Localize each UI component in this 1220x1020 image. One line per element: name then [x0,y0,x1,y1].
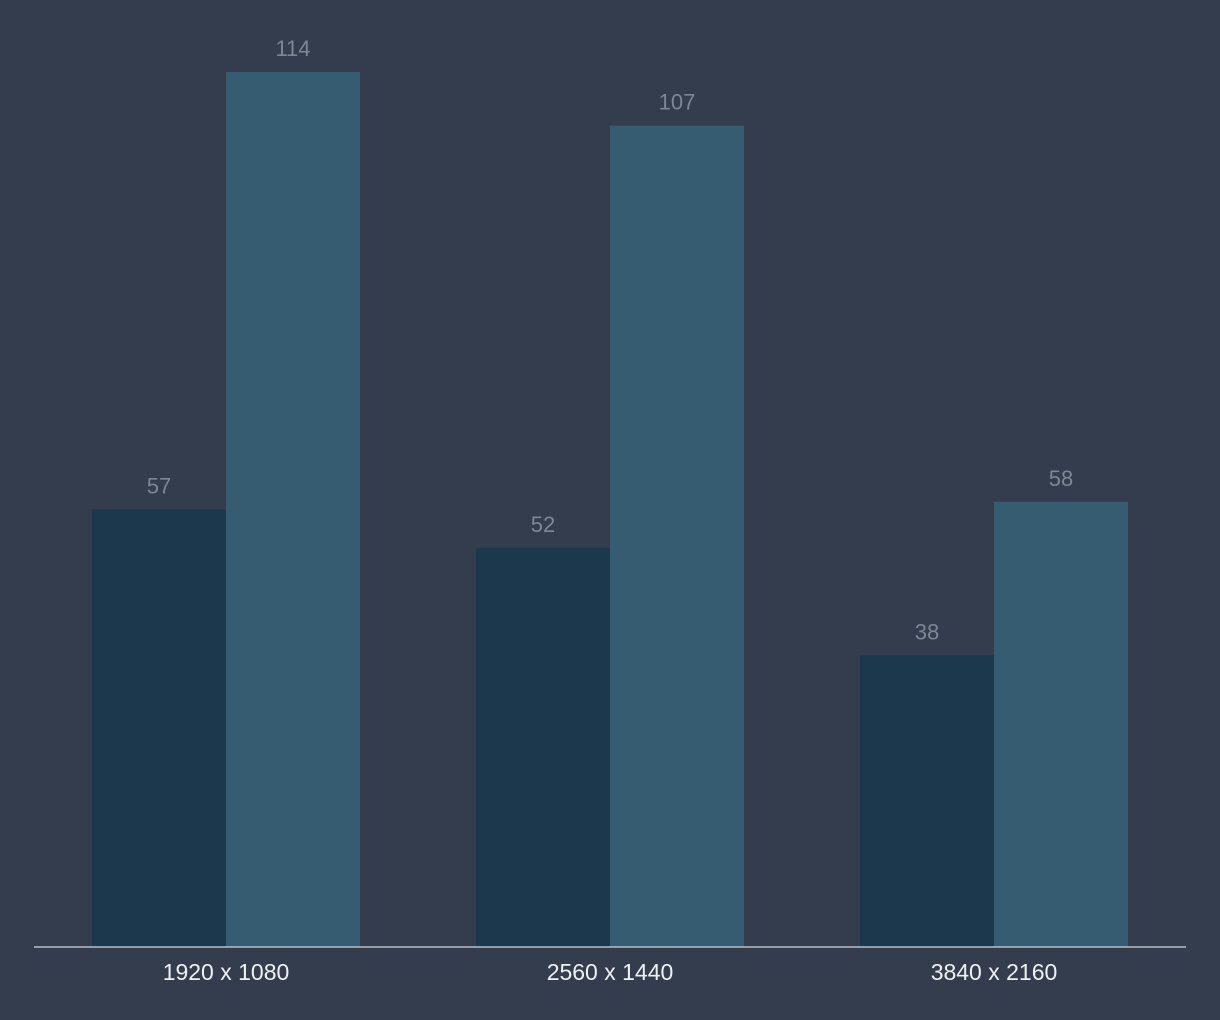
bar-2-series-0 [860,655,994,947]
bar-0-series-0 [92,509,226,947]
bar-1-series-0 [476,547,610,947]
value-labels-layer: 57 114 52 107 38 58 [147,36,1073,644]
bar-2-series-1 [994,501,1128,947]
data-label-1-series-1: 107 [659,90,696,115]
bars-layer [92,72,1128,947]
x-tick-label-2: 3840 x 2160 [931,959,1058,985]
x-tick-label-0: 1920 x 1080 [163,959,290,985]
bar-1-series-1 [610,125,744,947]
x-axis-tick-labels: 1920 x 1080 2560 x 1440 3840 x 2160 [163,959,1058,985]
x-tick-label-1: 2560 x 1440 [547,959,674,985]
data-label-2-series-1: 58 [1049,466,1073,491]
data-label-0-series-0: 57 [147,474,171,499]
data-label-2-series-0: 38 [915,619,939,644]
bar-0-series-1 [226,72,360,947]
data-label-1-series-0: 52 [531,512,555,537]
data-label-0-series-1: 114 [275,36,310,61]
